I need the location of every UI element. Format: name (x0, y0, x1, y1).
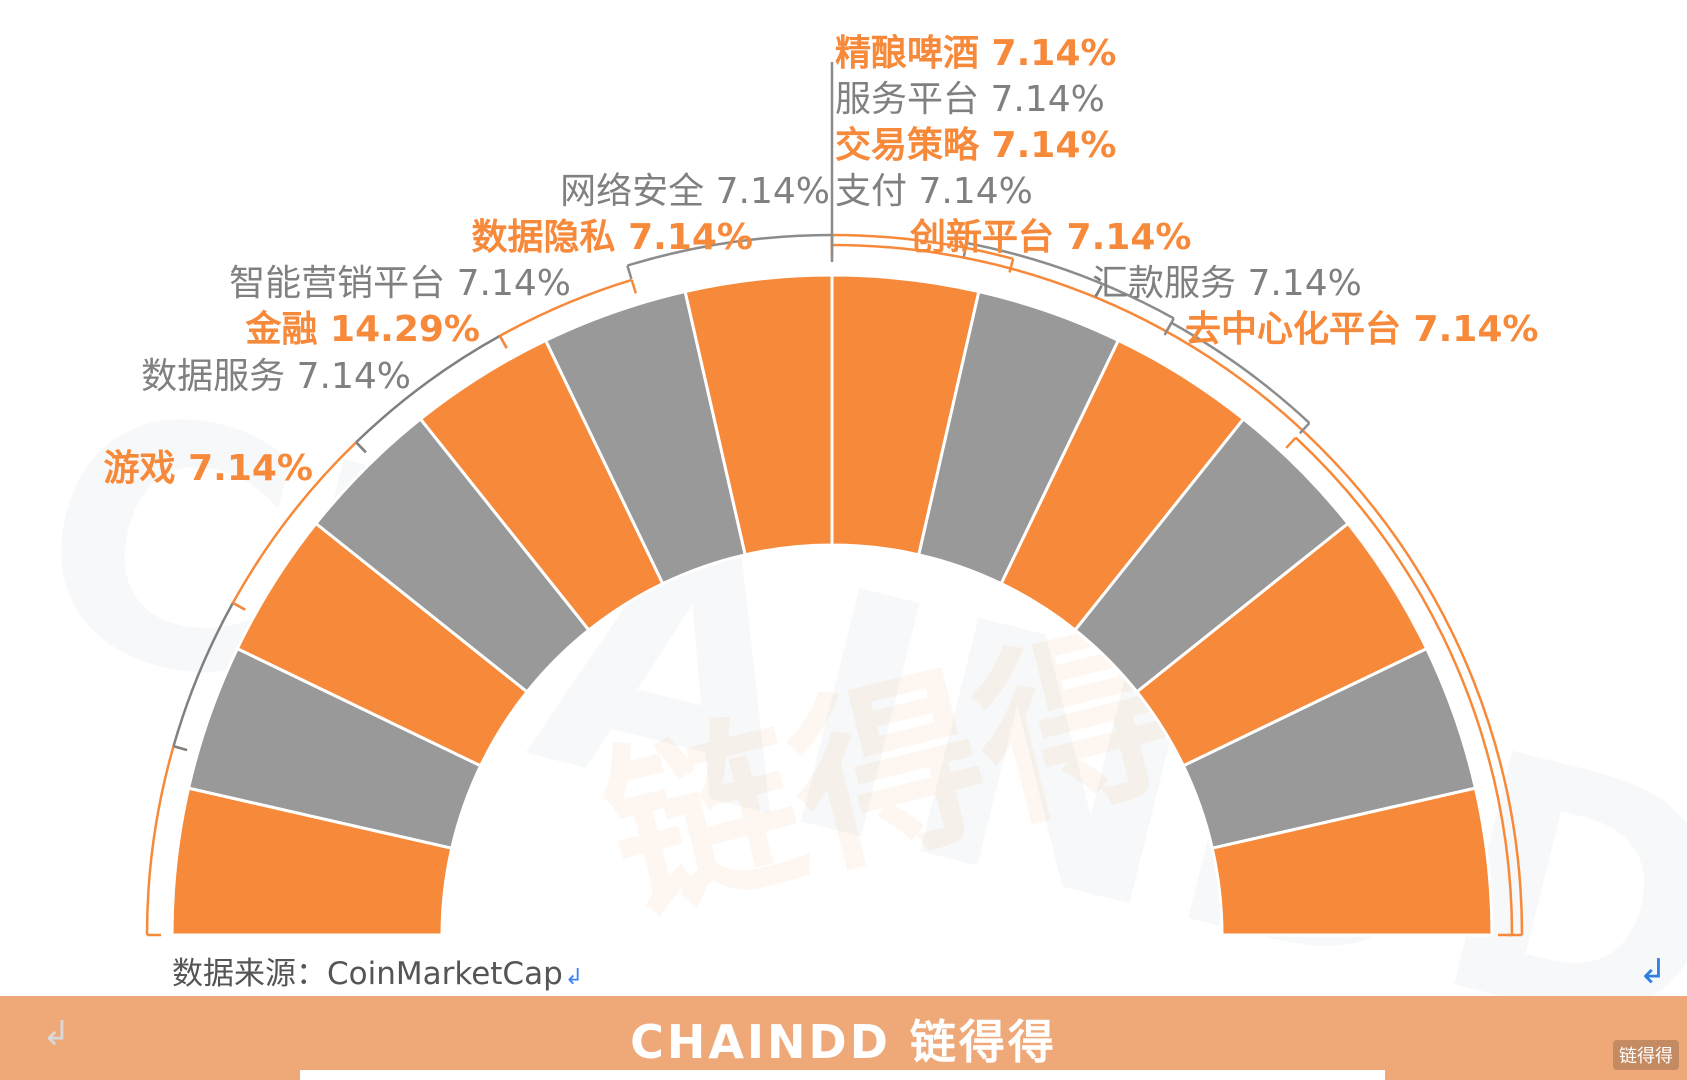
data-source-text: 数据来源：CoinMarketCap (172, 956, 563, 992)
bracket-arc (831, 243, 1524, 936)
bracket-arc (831, 233, 1014, 261)
slice-label: 服务平台 7.14% (835, 79, 1105, 120)
label-brackets (145, 62, 1524, 937)
bracket-tick (630, 279, 638, 294)
bracket-arc (231, 441, 358, 604)
slice-label: 汇款服务 7.14% (1092, 263, 1362, 304)
slice-label: 网络安全 7.14% (560, 171, 830, 212)
bracket-arc (626, 233, 833, 267)
bracket-tick (1285, 436, 1297, 449)
slice-label-value: 7.14% (628, 217, 753, 258)
slice-label: 智能营销平台 7.14% (229, 263, 571, 304)
footer-corner-logo: 链得得 (1613, 1040, 1679, 1070)
bracket-tick (1298, 422, 1311, 435)
slice-label: 交易策略 7.14% (835, 124, 1116, 166)
bracket-tick (232, 601, 246, 611)
slice-label-value: 7.14% (457, 263, 571, 304)
slice-label: 数据隐私 7.14% (472, 217, 753, 258)
slice-label: 游戏 7.14% (104, 448, 313, 489)
bracket-tick (1008, 258, 1015, 273)
slice-label-name: 服务平台 (835, 79, 990, 120)
bracket-tick (626, 265, 633, 280)
slice-label-name: 游戏 (104, 448, 189, 489)
bracket-tick (498, 335, 508, 349)
slice-label-value: 14.29% (330, 309, 480, 350)
slice-label-value: 7.14% (1247, 263, 1361, 304)
slice-label-value: 7.14% (1414, 309, 1539, 350)
donut-segment (1210, 786, 1494, 937)
bracket-tick (355, 441, 367, 454)
bracket-arc (1170, 321, 1311, 424)
slice-label: 数据服务 7.14% (141, 356, 411, 397)
bracket-tick (962, 242, 968, 257)
slice-label: 创新平台 7.14% (910, 217, 1191, 258)
slice-label-name: 精酿啤酒 (835, 33, 992, 74)
slice-label-value: 7.14% (992, 33, 1117, 74)
bracket-tick (1163, 322, 1173, 336)
slice-label-name: 数据服务 (141, 356, 296, 397)
bracket-arc (145, 745, 175, 936)
slice-label-name: 数据隐私 (472, 217, 629, 258)
slice-label-value: 7.14% (990, 79, 1104, 120)
slice-label-value: 7.14% (297, 356, 411, 397)
bracket-arc (499, 278, 633, 337)
paragraph-return-icon-right: ↲ (1638, 952, 1668, 992)
bracket-arc (172, 602, 234, 747)
footer-banner: ↲ CHAINDD 链得得 链得得 (0, 996, 1687, 1080)
bracket-arc (355, 334, 501, 444)
slice-label-name: 交易策略 (835, 124, 992, 166)
slice-labels: 游戏 7.14%数据服务 7.14%金融 14.29%智能营销平台 7.14%数… (104, 33, 1539, 489)
slice-label: 支付 7.14% (835, 171, 1033, 212)
donut-segments (170, 273, 1494, 937)
paragraph-return-icon-footer: ↲ (42, 1014, 71, 1054)
paragraph-return-icon: ↲ (564, 965, 584, 990)
footer-logo: CHAINDD 链得得 (630, 1015, 1057, 1069)
slice-label-name: 汇款服务 (1092, 263, 1247, 304)
bracket-arc (1294, 436, 1514, 936)
slice-label: 去中心化平台 7.14% (1185, 309, 1538, 350)
slice-label-value: 7.14% (918, 171, 1032, 212)
slice-label-value: 7.14% (1067, 217, 1192, 258)
slice-label-value: 7.14% (992, 125, 1117, 166)
footer-strip (300, 1070, 1385, 1080)
slice-label-value: 7.14% (188, 448, 313, 489)
bracket-arc (966, 241, 1175, 320)
slice-label-name: 去中心化平台 (1185, 309, 1414, 350)
slice-label-name: 支付 (835, 171, 918, 212)
slice-label: 精酿啤酒 7.14% (835, 33, 1116, 74)
data-source-note: 数据来源：CoinMarketCap↲ (172, 948, 583, 993)
slice-label-name: 智能营销平台 (229, 263, 456, 304)
bracket-tick (173, 744, 188, 752)
slice-label-name: 网络安全 (560, 171, 715, 212)
slice-label-name: 金融 (245, 308, 331, 350)
slice-label: 金融 14.29% (245, 308, 481, 350)
slice-label-value: 7.14% (716, 171, 830, 212)
slice-label-name: 创新平台 (910, 217, 1067, 258)
